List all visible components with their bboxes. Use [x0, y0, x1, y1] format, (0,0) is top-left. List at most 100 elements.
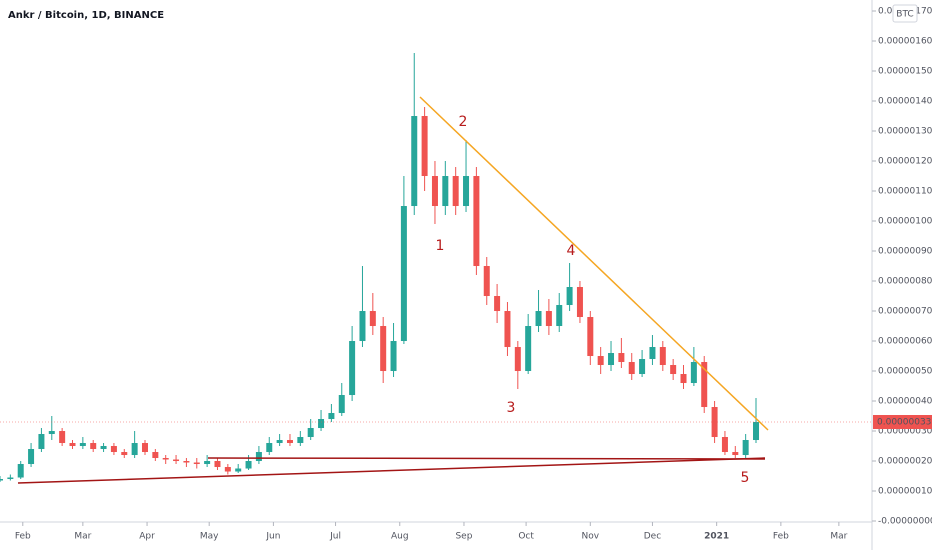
y-tick-label: 0.00000060	[878, 337, 932, 347]
candle-body	[463, 176, 470, 207]
x-tick-label: Feb	[773, 532, 789, 542]
candle-body	[753, 422, 760, 441]
candle-body	[742, 440, 749, 456]
candle-body	[79, 443, 86, 447]
candle-body	[17, 464, 24, 478]
candle-body	[421, 116, 428, 177]
candle-body	[328, 413, 335, 420]
x-tick-label: Jun	[265, 532, 280, 542]
candle-body	[204, 461, 211, 465]
candle-body	[131, 443, 138, 456]
x-tick-label: Jul	[329, 532, 341, 542]
candle-body	[452, 176, 459, 207]
candle-body	[566, 287, 573, 306]
candle-body	[411, 116, 418, 207]
candle-body	[442, 176, 449, 207]
candle-body	[214, 461, 221, 468]
y-tick-label: 0.00000090	[878, 247, 932, 257]
candle-body	[514, 347, 521, 372]
candle-body	[338, 395, 345, 414]
candle-body	[587, 317, 594, 357]
candle-body	[608, 353, 615, 366]
candle-body	[152, 452, 159, 459]
candle-body	[680, 374, 687, 384]
candle-body	[545, 311, 552, 327]
candle-body	[110, 446, 117, 453]
candle-body	[162, 458, 169, 460]
x-tick-label: Mar	[830, 532, 847, 542]
y-tick-label: 0.00000020	[878, 457, 932, 467]
candle-body	[276, 440, 283, 444]
candle-body	[28, 449, 35, 465]
candle-body	[483, 266, 490, 297]
candle-body	[173, 459, 180, 462]
x-tick-label: Oct	[518, 532, 534, 542]
price-label-box	[873, 415, 932, 430]
trendline	[17, 457, 766, 484]
candle-body	[7, 477, 14, 480]
candle-body	[318, 419, 325, 429]
y-tick-label: 0.00000110	[878, 187, 932, 197]
candle-body	[121, 452, 128, 456]
candle-body	[100, 446, 107, 450]
candle-body	[431, 176, 438, 207]
candle-body	[701, 362, 708, 408]
candle-body	[69, 443, 76, 447]
candle-body	[193, 462, 200, 465]
chart-title: Ankr / Bitcoin, 1D, BINANCE	[8, 10, 164, 21]
candle-body	[639, 359, 646, 375]
candle-body	[359, 311, 366, 342]
y-tick-label: 0.00000150	[878, 67, 932, 77]
candle-body	[618, 353, 625, 363]
candle-body	[690, 362, 697, 384]
x-tick-label: 2021	[704, 532, 729, 542]
y-tick-label: 0.00000050	[878, 367, 932, 377]
y-tick-label: 0.00000160	[878, 37, 932, 47]
trendline	[207, 457, 766, 460]
candle-body	[628, 362, 635, 375]
x-tick-label: May	[200, 532, 219, 542]
y-tick-label: 0.00000010	[878, 487, 932, 497]
x-tick-label: Aug	[391, 532, 409, 542]
candle-body	[59, 431, 66, 444]
plot-area	[0, 53, 872, 483]
candle-body	[286, 440, 293, 444]
currency: BTC	[896, 10, 913, 20]
candle-body	[369, 311, 376, 327]
annotation: 1	[436, 238, 445, 254]
y-tick-label: 0.00000030	[878, 427, 932, 437]
y-tick-label: 0.00000040	[878, 397, 932, 407]
candle-body	[0, 479, 3, 481]
candle-body	[535, 311, 542, 327]
candle-body	[721, 437, 728, 453]
candle-body	[670, 365, 677, 375]
x-tick-label: Dec	[644, 532, 661, 542]
currency-box	[892, 4, 918, 23]
y-tick-label: 0.00000080	[878, 277, 932, 287]
y-tick-label: 0.00000070	[878, 307, 932, 317]
candle-body	[245, 461, 252, 469]
candle-body	[400, 206, 407, 342]
annotation: 3	[507, 400, 516, 416]
candle-body	[576, 287, 583, 318]
candle-body	[380, 326, 387, 372]
axes: 0.000001700.000001600.000001500.00000140…	[15, 7, 932, 542]
y-tick-label: 0.00000120	[878, 157, 932, 167]
candle-body	[556, 305, 563, 327]
price-label: 0.00000033	[877, 418, 931, 428]
candle-body	[525, 326, 532, 372]
candle-body	[48, 431, 55, 435]
candle-body	[504, 311, 511, 348]
candle-body	[349, 341, 356, 396]
candle-body	[473, 176, 480, 267]
y-tick-label: 0.00000140	[878, 97, 932, 107]
y-tick-label: 0.00000130	[878, 127, 932, 137]
candle-body	[224, 467, 231, 472]
trendline	[419, 96, 769, 431]
candle-body	[659, 347, 666, 366]
candle-body	[307, 428, 314, 438]
y-tick-label: 0.00000100	[878, 217, 932, 227]
candle-body	[266, 443, 273, 453]
candle-body	[390, 341, 397, 372]
candle-body	[38, 434, 45, 450]
